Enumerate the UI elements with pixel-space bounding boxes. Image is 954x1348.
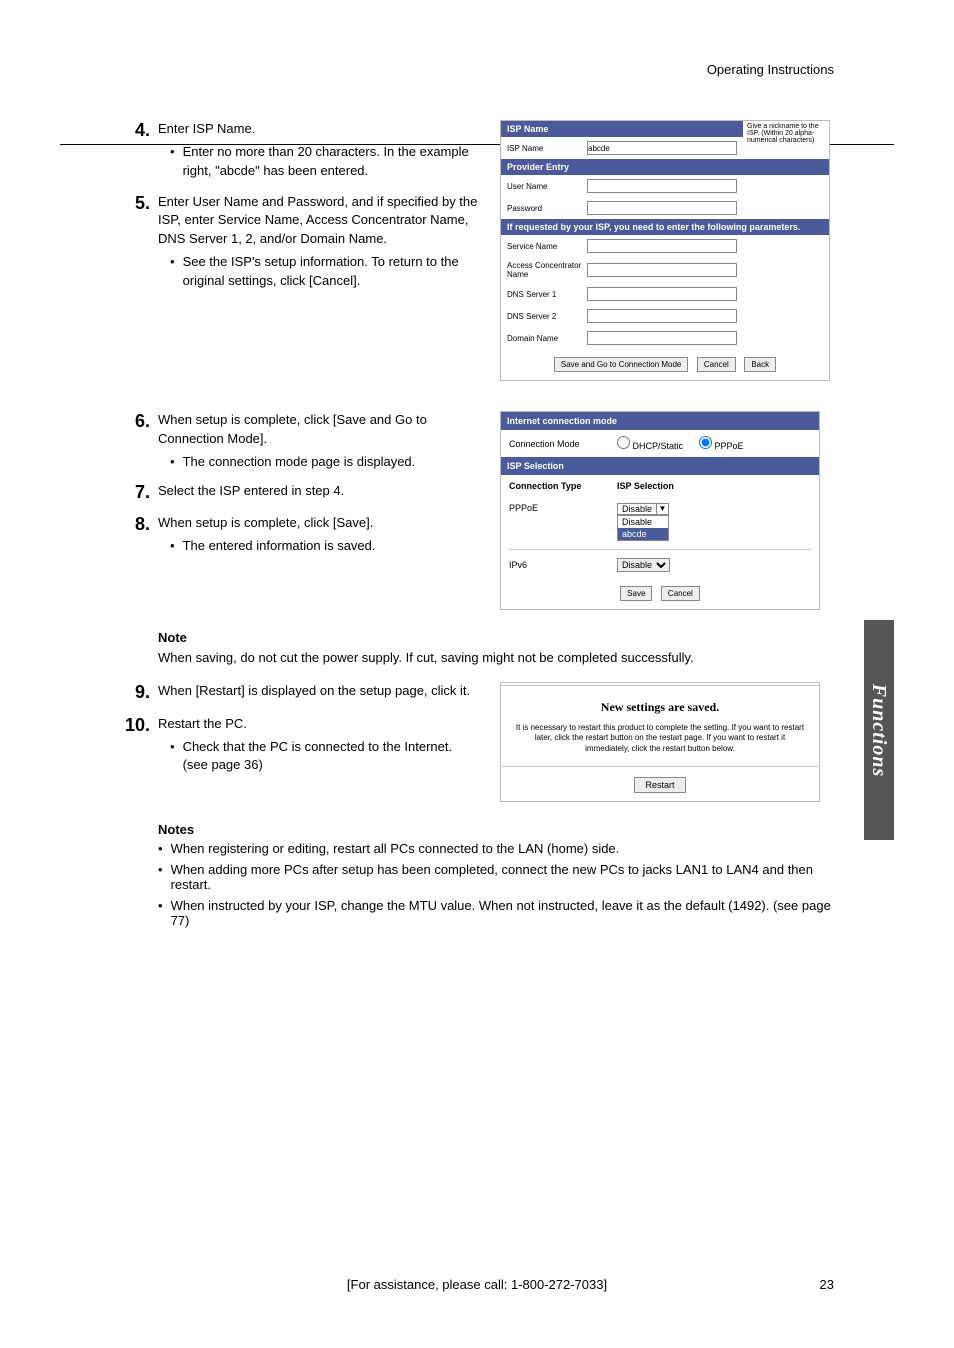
mode-label: Connection Mode xyxy=(509,439,609,449)
panel3-msg: It is necessary to restart this product … xyxy=(501,723,819,764)
footer-assist: [For assistance, please call: 1-800-272-… xyxy=(0,1277,954,1292)
restart-panel: New settings are saved. It is necessary … xyxy=(500,682,820,802)
step-10-bullet: Check that the PC is connected to the In… xyxy=(183,738,480,776)
pass-label: Password xyxy=(507,204,587,213)
dns2-label: DNS Server 2 xyxy=(507,312,587,321)
dhcp-radio[interactable] xyxy=(617,436,630,449)
step-4-bullet: Enter no more than 20 characters. In the… xyxy=(183,143,480,181)
user-input[interactable] xyxy=(587,179,737,193)
back-button[interactable]: Back xyxy=(744,357,776,372)
panel2-hdr1: Internet connection mode xyxy=(501,412,819,430)
side-tab-label: Functions xyxy=(868,683,891,776)
acn-label: Access Concentrator Name xyxy=(507,261,587,279)
dns1-input[interactable] xyxy=(587,287,737,301)
col-isp-sel: ISP Selection xyxy=(617,481,674,491)
acn-input[interactable] xyxy=(587,263,737,277)
dom-label: Domain Name xyxy=(507,334,587,343)
notes-b3: When instructed by your ISP, change the … xyxy=(171,898,834,928)
save-button[interactable]: Save xyxy=(620,586,652,601)
step-6-num: 6. xyxy=(120,411,158,472)
svc-input[interactable] xyxy=(587,239,737,253)
dom-input[interactable] xyxy=(587,331,737,345)
step-8-text: When setup is complete, click [Save]. xyxy=(158,514,480,533)
panel3-title: New settings are saved. xyxy=(501,688,819,723)
note-body: When saving, do not cut the power supply… xyxy=(158,649,834,668)
note-heading: Note xyxy=(158,630,834,645)
page-number: 23 xyxy=(820,1277,834,1292)
panel2-hdr2: ISP Selection xyxy=(501,457,819,475)
step-4-text: Enter ISP Name. xyxy=(158,120,480,139)
dns1-label: DNS Server 1 xyxy=(507,290,587,299)
notes-b2: When adding more PCs after setup has bee… xyxy=(171,862,834,892)
pass-input[interactable] xyxy=(587,201,737,215)
save-go-button[interactable]: Save and Go to Connection Mode xyxy=(554,357,689,372)
step-7-num: 7. xyxy=(120,482,158,505)
pppoe-row-label: PPPoE xyxy=(509,503,609,513)
step-5-text: Enter User Name and Password, and if spe… xyxy=(158,193,480,250)
dd-opt-disable[interactable]: Disable xyxy=(618,516,668,528)
isp-config-panel: ISP Name ISP Name Give a nickname to the… xyxy=(500,120,830,381)
step-6-text: When setup is complete, click [Save and … xyxy=(158,411,480,449)
cancel-button-1[interactable]: Cancel xyxy=(697,357,736,372)
notes-heading: Notes xyxy=(158,822,834,837)
dhcp-radio-label[interactable]: DHCP/Static xyxy=(617,436,683,451)
pppoe-dropdown[interactable]: Disable abcde xyxy=(617,515,669,541)
restart-button[interactable]: Restart xyxy=(634,777,685,793)
isp-tip: Give a nickname to the ISP. (Within 20 a… xyxy=(743,121,829,159)
step-9-text: When [Restart] is displayed on the setup… xyxy=(158,682,480,701)
step-5-bullet: See the ISP's setup information. To retu… xyxy=(183,253,480,291)
pppoe-radio[interactable] xyxy=(699,436,712,449)
cancel-button-2[interactable]: Cancel xyxy=(661,586,700,601)
step-4-num: 4. xyxy=(120,120,158,181)
step-9-num: 9. xyxy=(120,682,158,705)
step-8-num: 8. xyxy=(120,514,158,556)
step-10-num: 10. xyxy=(120,715,158,776)
notes-b1: When registering or editing, restart all… xyxy=(171,841,620,856)
dns2-input[interactable] xyxy=(587,309,737,323)
user-label: User Name xyxy=(507,182,587,191)
connection-mode-panel: Internet connection mode Connection Mode… xyxy=(500,411,820,610)
step-6-bullet: The connection mode page is displayed. xyxy=(183,453,416,472)
pppoe-select[interactable]: Disable xyxy=(617,503,657,515)
isp-name-label: ISP Name xyxy=(507,144,587,153)
pppoe-radio-label[interactable]: PPPoE xyxy=(699,436,744,451)
svc-label: Service Name xyxy=(507,242,587,251)
ipv6-select[interactable]: Disable xyxy=(617,558,670,572)
header-section: Operating Instructions xyxy=(707,62,834,77)
dd-opt-abcde[interactable]: abcde xyxy=(618,528,668,540)
chevron-down-icon[interactable]: ▼ xyxy=(657,503,669,515)
step-7-text: Select the ISP entered in step 4. xyxy=(158,482,480,501)
ipv6-label: IPv6 xyxy=(509,560,609,570)
panel1-hdr3: If requested by your ISP, you need to en… xyxy=(501,219,829,235)
step-8-bullet: The entered information is saved. xyxy=(183,537,376,556)
step-10-text: Restart the PC. xyxy=(158,715,480,734)
isp-name-input[interactable] xyxy=(587,141,737,155)
panel1-hdr1: ISP Name xyxy=(501,121,743,137)
panel1-hdr2: Provider Entry xyxy=(501,159,829,175)
step-5-num: 5. xyxy=(120,193,158,291)
side-tab: Functions xyxy=(864,620,894,840)
col-conn-type: Connection Type xyxy=(509,481,609,491)
